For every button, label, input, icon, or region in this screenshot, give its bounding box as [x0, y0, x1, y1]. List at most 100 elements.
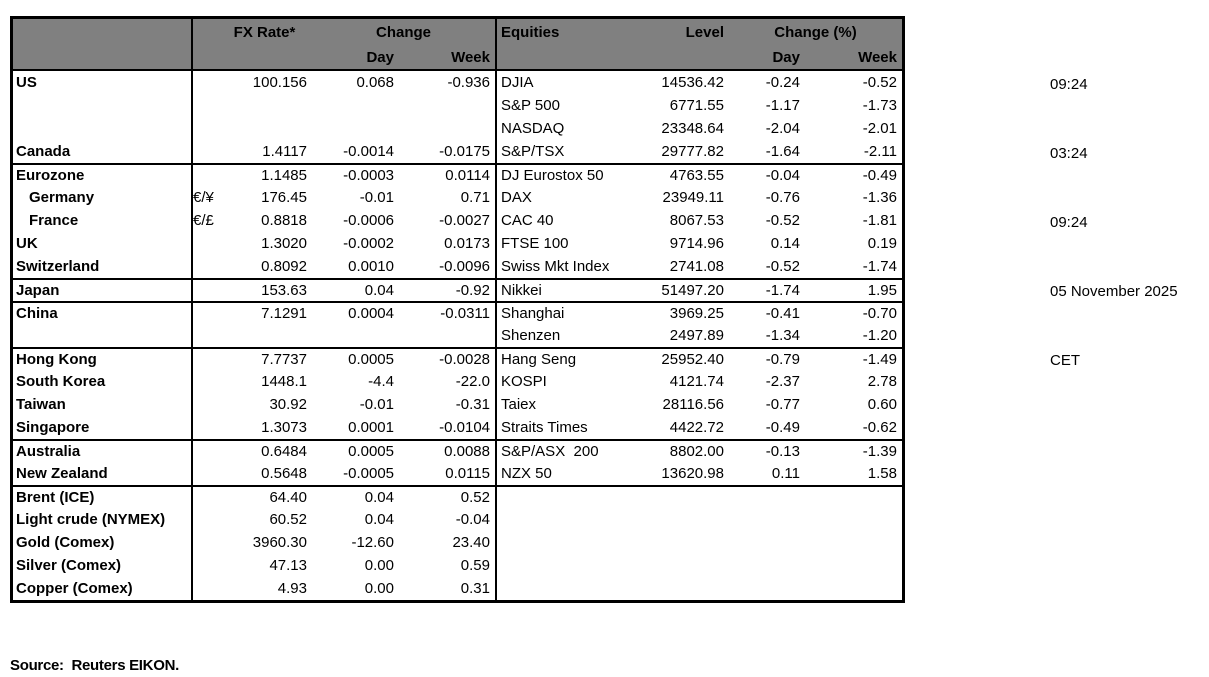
header-equity-week: Week — [805, 45, 902, 71]
fx-change-day-value: -0.01 — [359, 189, 394, 206]
fx-change-week-value: 0.71 — [460, 189, 490, 206]
fx-pair-label — [191, 577, 217, 600]
fx-pair-label — [191, 232, 217, 255]
country-label: New Zealand — [16, 465, 108, 482]
country-label: Hong Kong — [13, 347, 191, 370]
fx-change-week-value: -0.92 — [399, 278, 495, 301]
header-pair-blank — [191, 19, 217, 45]
equity-change-week-value — [805, 531, 902, 554]
country-label: China — [13, 301, 191, 324]
equity-change-day-value — [729, 554, 805, 577]
fx-change-week-value: 0.31 — [460, 580, 490, 597]
country-label: UK — [16, 235, 38, 252]
equity-change-week-value: -2.11 — [863, 143, 897, 160]
header-blank — [191, 45, 217, 71]
equity-name: DAX — [495, 186, 645, 209]
equity-name: S&P/TSX — [495, 140, 645, 163]
fx-change-week-value: 0.0115 — [445, 465, 490, 482]
equity-level-value: 8067.53 — [669, 212, 724, 229]
fx-change-day-value: -12.60 — [351, 534, 394, 551]
fx-change-week-value: -0.0175 — [439, 143, 490, 160]
country-label: Taiwan — [16, 396, 66, 413]
fx-pair-label — [191, 370, 217, 393]
equity-level-value: 4763.55 — [645, 163, 729, 186]
fx-rate-value: 47.13 — [269, 557, 307, 574]
equity-change-week-value — [805, 554, 902, 577]
fx-change-day-value: -0.0006 — [343, 212, 394, 229]
equity-level-value — [645, 485, 729, 508]
header-blank — [13, 45, 191, 71]
header-equity-day: Day — [729, 45, 805, 71]
fx-change-day-value: 0.0010 — [348, 258, 394, 275]
equity-name: NZX 50 — [495, 462, 645, 485]
equity-level-value — [645, 577, 729, 600]
equity-change-day-value: -0.52 — [765, 258, 800, 275]
header-blank — [645, 45, 729, 71]
country-label: South Korea — [16, 373, 106, 390]
equity-change-week-value: 0.19 — [867, 235, 897, 252]
fx-pair-label — [191, 393, 217, 416]
fx-change-day-value: -0.0005 — [343, 465, 394, 482]
country-label: Eurozone — [13, 163, 191, 186]
country-label: Germany — [29, 189, 95, 206]
equity-change-week-value: -0.70 — [805, 301, 902, 324]
timezone-label: CET — [1050, 352, 1080, 369]
equity-level-value: 51497.20 — [645, 278, 729, 301]
header-blank — [217, 45, 312, 71]
fx-rate-value: 7.7737 — [217, 347, 312, 370]
equity-change-day-value — [729, 577, 805, 600]
country-label — [13, 324, 191, 347]
equity-level-value: 6771.55 — [669, 97, 724, 114]
fx-change-week-value: 0.0173 — [444, 235, 490, 252]
equity-name — [495, 577, 645, 600]
equity-level-value: 25952.40 — [645, 347, 729, 370]
fx-change-day-value — [312, 94, 399, 117]
fx-rate-value: 0.5648 — [261, 465, 307, 482]
equity-level-value: 2497.89 — [669, 327, 724, 344]
fx-change-day-value: 0.04 — [312, 278, 399, 301]
fx-change-week-value — [399, 94, 495, 117]
fx-rate-value: 1.4117 — [262, 143, 307, 160]
fx-rate-value: 30.92 — [269, 396, 307, 413]
equity-level-value: 9714.96 — [669, 235, 724, 252]
fx-pair-label — [191, 554, 217, 577]
fx-change-day-value: 0.0001 — [348, 419, 394, 436]
fx-rate-value: 0.8092 — [261, 258, 307, 275]
fx-rate-value: 1.3020 — [261, 235, 307, 252]
equity-change-week-value: 1.58 — [867, 465, 897, 482]
source-note: Source: Reuters EIKON. — [10, 657, 179, 674]
country-label: Light crude (NYMEX) — [16, 511, 166, 528]
equity-change-day-value: -2.04 — [765, 120, 800, 137]
equity-change-day-value: -1.34 — [765, 327, 800, 344]
fx-rate-value: 0.6484 — [217, 439, 312, 462]
fx-rate-value: 60.52 — [269, 511, 307, 528]
fx-pair-label — [191, 163, 217, 186]
fx-change-day-value: -4.4 — [368, 373, 394, 390]
time-local: 09:24 — [1050, 76, 1088, 93]
equity-change-day-value: -1.64 — [765, 143, 800, 160]
fx-rate-value: 1448.1 — [261, 373, 307, 390]
fx-pair-label — [191, 416, 217, 439]
country-label: Japan — [13, 278, 191, 301]
equity-change-week-value: -1.39 — [805, 439, 902, 462]
equity-name: Shanghai — [495, 301, 645, 324]
equity-level-value — [645, 554, 729, 577]
fx-rate-value: 0.8818 — [261, 212, 307, 229]
country-label — [13, 117, 191, 140]
equity-level-value: 4422.72 — [669, 419, 724, 436]
fx-rate-value — [217, 117, 312, 140]
equity-name — [495, 508, 645, 531]
header-blank — [495, 45, 645, 71]
fx-pair-label — [191, 140, 217, 163]
equity-change-week-value — [805, 577, 902, 600]
fx-change-day-value: 0.04 — [364, 511, 394, 528]
fx-pair-label — [191, 301, 217, 324]
equity-name: Hang Seng — [495, 347, 645, 370]
equity-name: Shenzen — [495, 324, 645, 347]
fx-rate-value: 1.1485 — [217, 163, 312, 186]
fx-change-week-value: -0.04 — [455, 511, 490, 528]
equity-change-day-value: -2.37 — [765, 373, 800, 390]
equity-name: CAC 40 — [495, 209, 645, 232]
equity-change-week-value — [805, 508, 902, 531]
